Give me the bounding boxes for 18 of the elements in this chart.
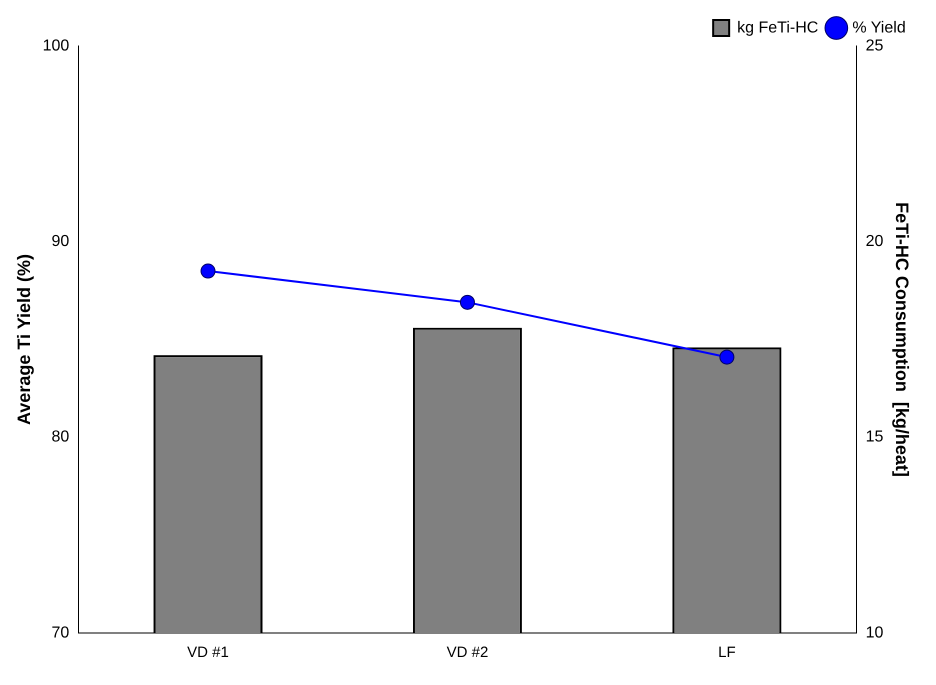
point (460, 294, 475, 310)
y2-tick-label: 20 (866, 233, 884, 250)
y-tick-label: 70 (52, 624, 70, 642)
y-tick-label: 100 (42, 37, 70, 54)
x-tick-label: LF (718, 644, 736, 662)
x-tick-label: VD #1 (187, 644, 229, 662)
legend-label: % Yield (852, 19, 906, 36)
y-tick-label: 90 (52, 233, 70, 250)
point (200, 264, 216, 279)
y-tick-label: 80 (52, 428, 70, 446)
y2-tick-label: 15 (866, 428, 884, 446)
y2-tick-label: 25 (866, 37, 884, 54)
x-tick-label: VD #2 (446, 644, 488, 662)
y2-axis-title: FeTi-HC Consumption [kg/heat] (892, 202, 912, 477)
legend-label: kg FeTi-HC (737, 19, 818, 36)
point (719, 350, 734, 365)
y-axis-title: Average Ti Yield (%) (14, 254, 34, 426)
y2-tick-label: 10 (866, 624, 884, 642)
